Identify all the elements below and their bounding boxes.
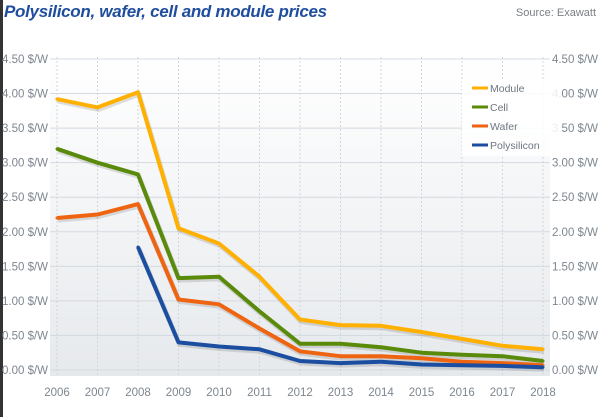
y-tick-label-left: 2.00 $/W: [2, 227, 48, 239]
left-border: [0, 0, 3, 417]
y-tick-label-left: 0.00 $/W: [2, 365, 48, 377]
y-tick-label-left: 3.50 $/W: [2, 123, 48, 135]
chart-title: Polysilicon, wafer, cell and module pric…: [4, 2, 327, 21]
x-tick-label: 2010: [206, 387, 232, 399]
y-tick-label-left: 3.00 $/W: [2, 158, 48, 170]
data-point-cell: [96, 161, 99, 165]
data-point-cell: [136, 172, 140, 176]
y-tick-label-left: 4.00 $/W: [2, 89, 48, 101]
data-point-polysilicon: [379, 360, 383, 364]
y-tick-label-right: 2.00 $/W: [552, 227, 598, 239]
data-point-polysilicon: [501, 364, 504, 368]
data-point-wafer: [136, 202, 140, 206]
data-point-cell: [55, 147, 59, 151]
source-label: Source: Exawatt: [515, 7, 596, 19]
y-tick-label-left: 1.50 $/W: [2, 261, 48, 273]
data-point-wafer: [258, 327, 261, 331]
data-point-polysilicon: [217, 345, 221, 349]
data-point-wafer: [298, 349, 302, 353]
x-tick-label: 2012: [287, 387, 313, 399]
x-tick-label: 2016: [449, 387, 475, 399]
data-point-cell: [258, 309, 261, 313]
data-point-module: [177, 226, 180, 230]
data-point-module: [217, 242, 221, 246]
data-point-cell: [177, 276, 180, 280]
data-point-polysilicon: [177, 340, 180, 344]
data-point-module: [420, 330, 423, 334]
legend-label-module: Module: [490, 83, 525, 95]
y-tick-label-left: 4.50 $/W: [2, 54, 48, 66]
data-point-cell: [541, 359, 545, 363]
legend-label-wafer: Wafer: [490, 121, 518, 133]
y-tick-label-right: 4.00 $/W: [552, 89, 598, 101]
data-point-wafer: [339, 354, 342, 358]
data-point-cell: [460, 353, 464, 357]
data-point-cell: [379, 345, 383, 349]
data-point-module: [298, 318, 302, 322]
y-tick-label-right: 3.00 $/W: [552, 158, 598, 170]
data-point-wafer: [96, 213, 99, 216]
x-tick-label: 2015: [409, 387, 435, 399]
data-point-module: [460, 337, 464, 341]
data-point-module: [379, 324, 383, 328]
data-point-wafer: [420, 356, 423, 360]
data-point-cell: [298, 342, 302, 346]
x-tick-label: 2018: [530, 387, 556, 399]
x-tick-label: 2017: [490, 387, 516, 399]
data-point-wafer: [501, 361, 504, 365]
y-tick-label-right: 0.50 $/W: [552, 330, 598, 342]
x-tick-label: 2008: [125, 387, 151, 399]
x-tick-label: 2007: [85, 387, 111, 399]
data-point-cell: [339, 342, 342, 346]
data-point-polysilicon: [420, 362, 423, 366]
data-point-cell: [420, 351, 423, 355]
y-tick-label-right: 1.50 $/W: [552, 261, 598, 273]
x-tick-label: 2006: [44, 387, 70, 399]
data-point-module: [96, 105, 99, 109]
data-point-polysilicon: [460, 363, 464, 367]
x-tick-label: 2013: [328, 387, 354, 399]
x-tick-label: 2011: [247, 387, 272, 399]
data-point-polysilicon: [298, 359, 302, 363]
data-point-module: [55, 97, 59, 101]
y-tick-label-left: 2.50 $/W: [2, 192, 48, 204]
data-point-polysilicon: [339, 361, 342, 365]
y-tick-label-right: 1.00 $/W: [552, 296, 598, 308]
y-tick-label-left: 0.50 $/W: [2, 330, 48, 342]
y-tick-label-right: 4.50 $/W: [552, 54, 598, 66]
legend-background: [462, 80, 562, 156]
y-tick-label-right: 2.50 $/W: [552, 192, 598, 204]
data-point-cell: [501, 354, 504, 358]
y-tick-label-left: 1.00 $/W: [2, 296, 48, 308]
data-point-polysilicon: [541, 365, 545, 369]
legend-label-polysilicon: Polysilicon: [490, 140, 540, 152]
x-tick-label: 2014: [368, 387, 394, 399]
data-point-wafer: [177, 298, 180, 302]
data-point-cell: [217, 275, 221, 279]
y-tick-label-right: 3.50 $/W: [552, 123, 598, 135]
data-point-polysilicon: [136, 245, 140, 249]
data-point-wafer: [379, 354, 383, 358]
legend-label-cell: Cell: [490, 102, 508, 114]
data-point-module: [541, 347, 545, 351]
data-point-wafer: [460, 360, 464, 364]
data-point-wafer: [217, 302, 221, 306]
data-point-polysilicon: [258, 347, 261, 351]
data-point-module: [136, 90, 140, 94]
data-point-wafer: [55, 216, 59, 220]
data-point-module: [501, 344, 504, 348]
y-tick-label-right: 0.00 $/W: [552, 365, 598, 377]
data-point-module: [258, 275, 261, 279]
x-tick-label: 2009: [166, 387, 192, 399]
data-point-module: [339, 323, 342, 327]
